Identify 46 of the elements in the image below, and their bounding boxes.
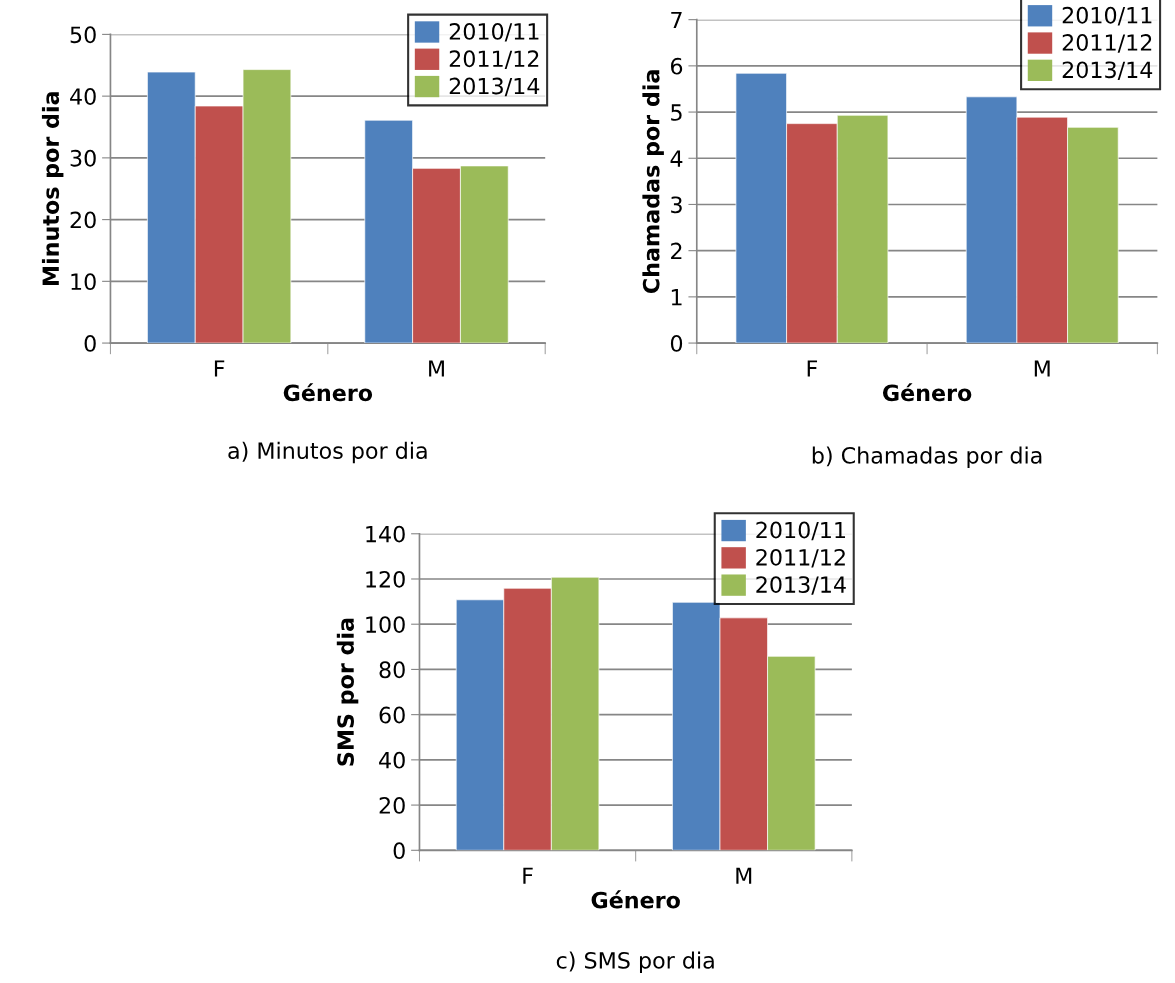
legend-label: 2010/11 (756, 521, 846, 541)
x-axis-title: Género (591, 890, 680, 909)
y-tick-label: 10 (71, 273, 96, 291)
text: c) SMS por dia (556, 951, 714, 974)
y-tick-label: 6 (670, 57, 683, 75)
legend-label: 2013/14 (1062, 61, 1153, 80)
x-tick-label: F (214, 360, 225, 377)
y-tick-label: 0 (393, 842, 405, 860)
text: a) Minutos por dia (228, 441, 427, 464)
y-axis-title: SMS por dia (336, 618, 359, 766)
y-tick-label: 20 (379, 797, 405, 814)
legend-label: 2013/14 (756, 576, 846, 595)
legend-label: 2013/14 (449, 77, 540, 97)
legend-label: 2011/12 (1062, 34, 1152, 53)
y-tick-label: 0 (84, 335, 96, 352)
y-tick-label: 2 (671, 242, 682, 260)
x-tick-label: M (736, 867, 752, 884)
x-tick-label: M (1034, 360, 1050, 377)
y-tick-label: 40 (379, 751, 405, 769)
text: b) Chamadas por dia (812, 446, 1042, 469)
y-tick-label: 1 (671, 289, 682, 306)
x-tick-label: F (807, 360, 818, 377)
legend-label: 2011/12 (449, 50, 539, 69)
y-tick-label: 140 (366, 525, 405, 543)
y-tick-label: 80 (379, 661, 405, 679)
x-axis-title: Género (882, 383, 972, 402)
y-tick-label: 60 (379, 706, 405, 724)
y-tick-label: 7 (671, 11, 682, 29)
x-axis-title: Género (283, 383, 373, 402)
y-tick-label: 40 (70, 88, 96, 105)
y-tick-label: 120 (366, 570, 405, 588)
y-tick-label: 0 (670, 335, 683, 352)
y-tick-label: 50 (70, 26, 96, 44)
y-tick-label: 3 (671, 196, 682, 214)
y-tick-label: 30 (70, 149, 96, 167)
y-tick-label: 5 (671, 104, 682, 121)
y-tick-label: 4 (670, 150, 683, 167)
legend-label: 2010/11 (449, 23, 539, 42)
legend-label: 2011/12 (756, 548, 845, 568)
y-axis-title: Minutos por dia (41, 92, 64, 285)
x-tick-label: F (523, 867, 533, 884)
x-tick-label: M (429, 360, 444, 377)
y-tick-label: 100 (366, 616, 405, 633)
legend-label: 2010/11 (1062, 6, 1152, 26)
y-axis-title: Chamadas por dia (642, 70, 664, 294)
y-tick-label: 20 (70, 211, 96, 229)
